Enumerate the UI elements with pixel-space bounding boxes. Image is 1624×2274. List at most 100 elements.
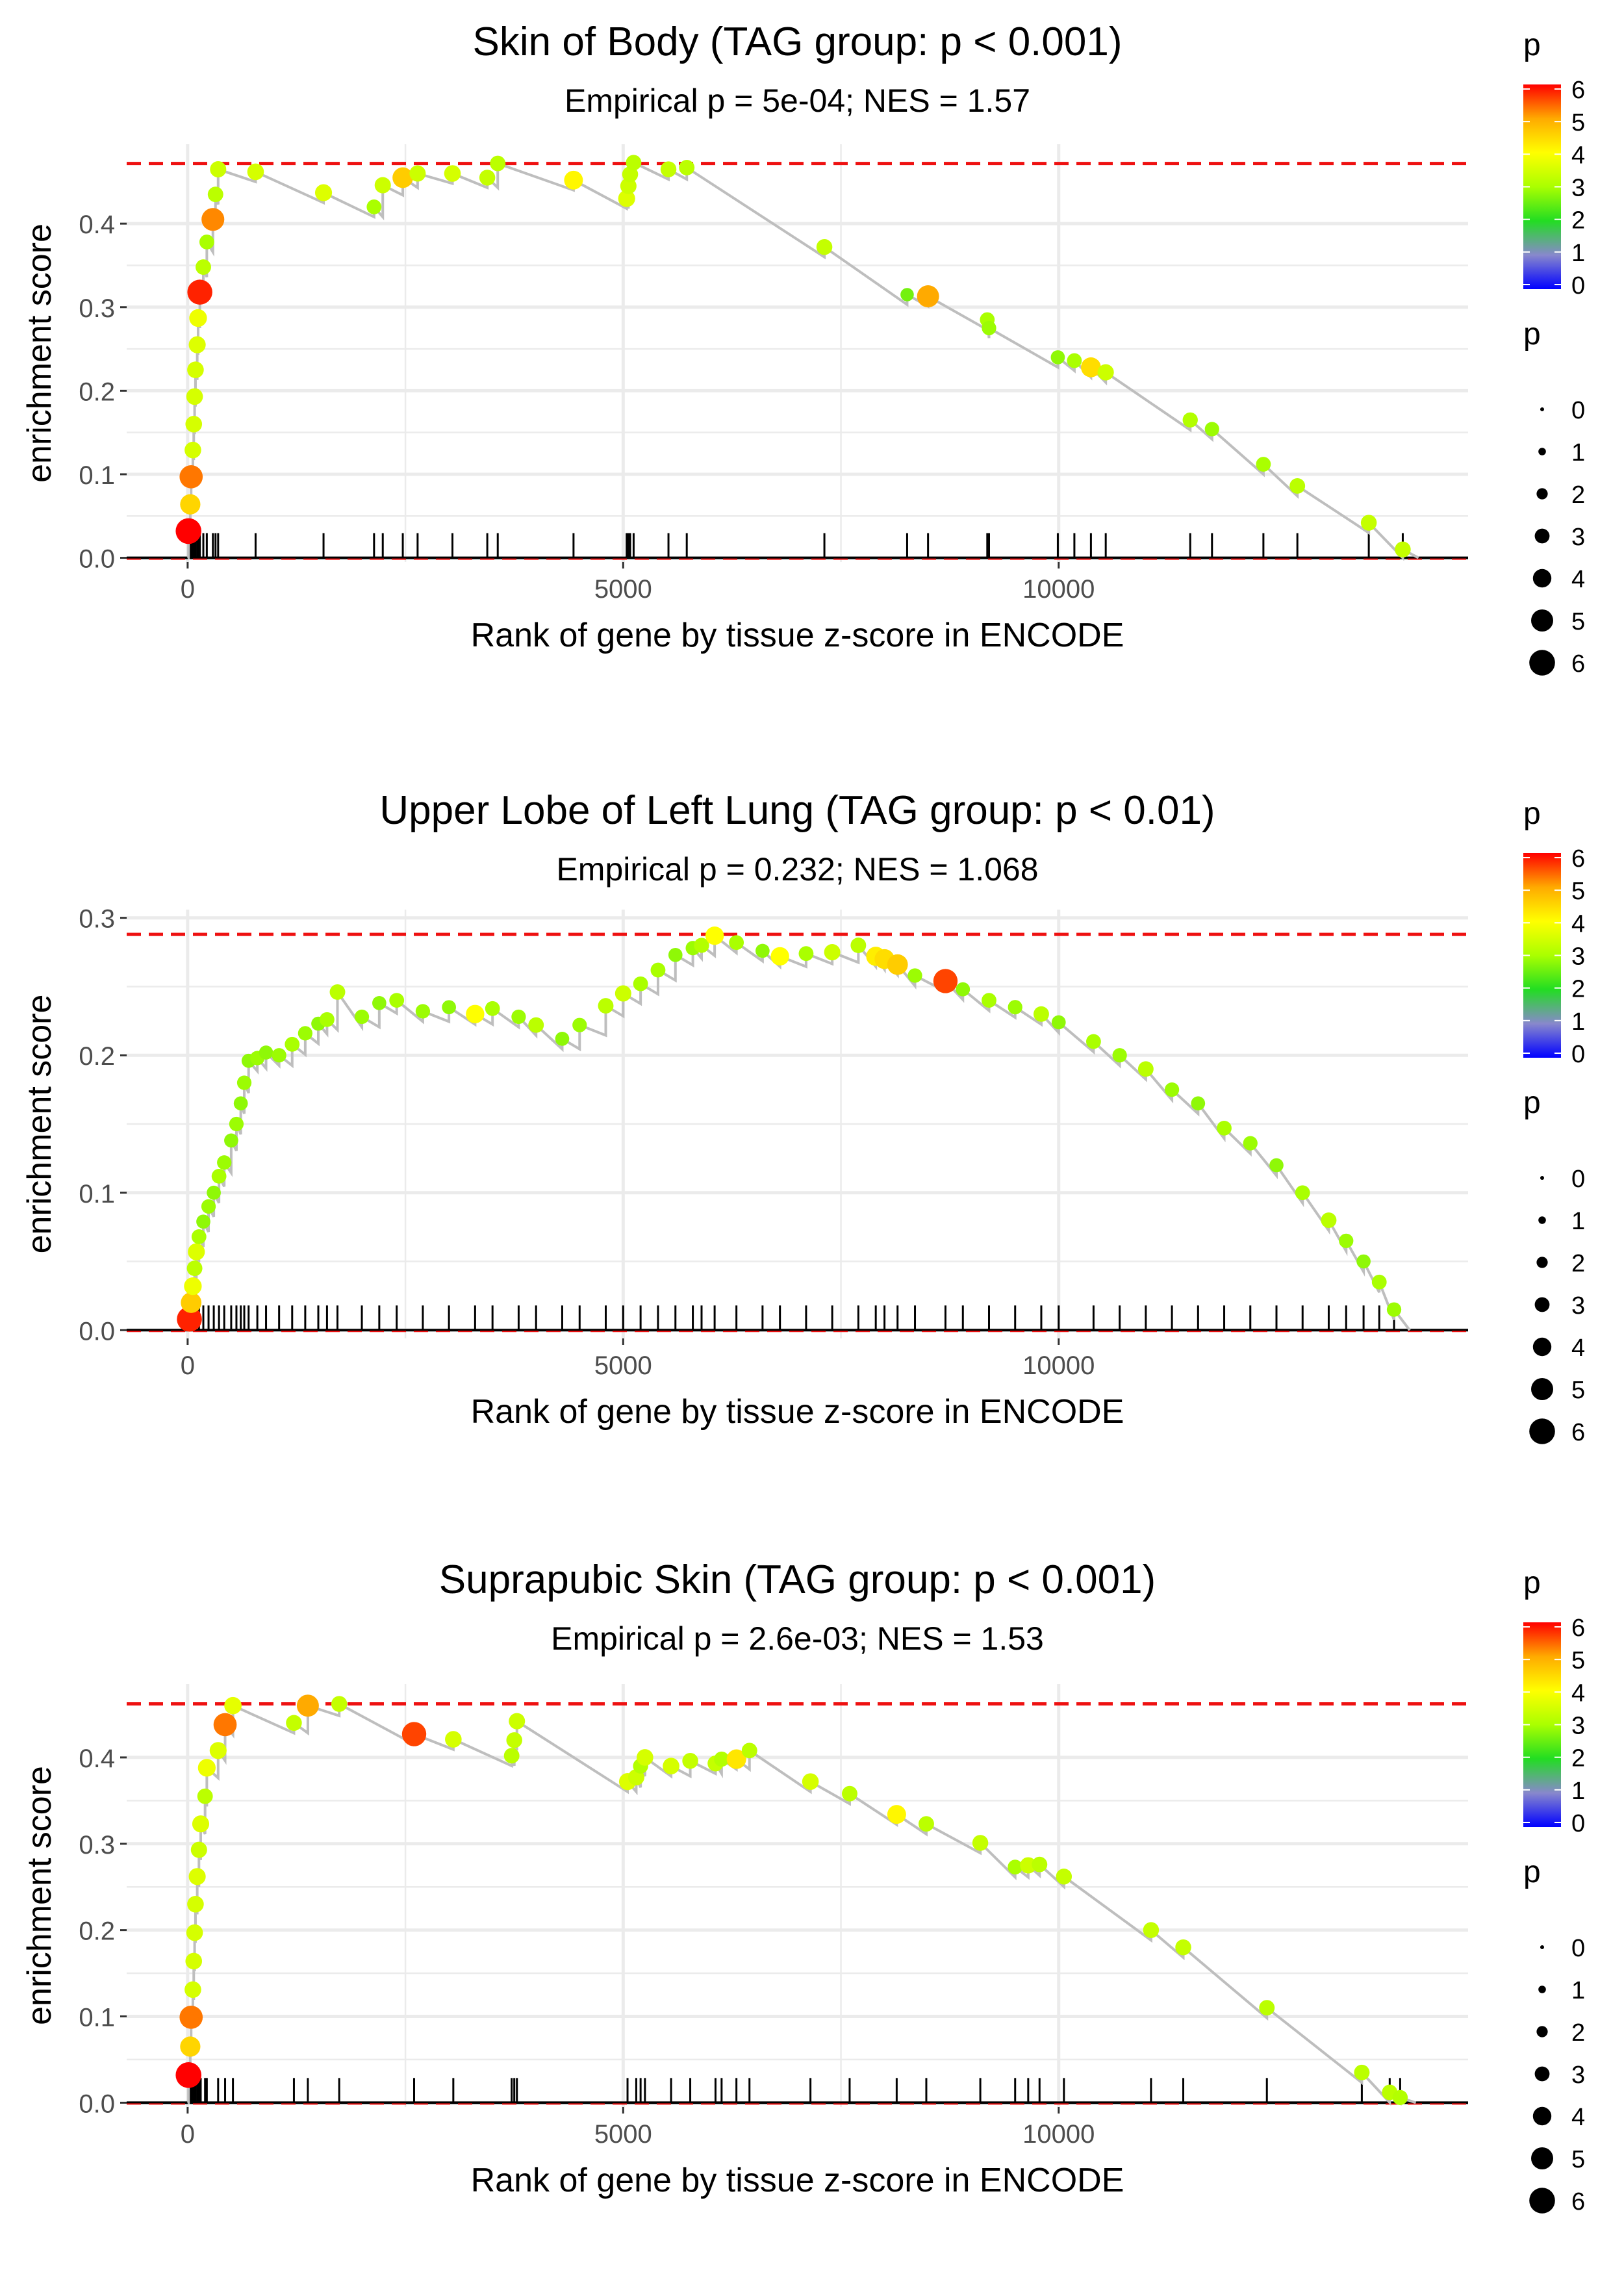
x-axis-title: Rank of gene by tissue z-score in ENCODE xyxy=(471,2162,1124,2199)
data-point xyxy=(296,1694,319,1717)
data-point xyxy=(1008,1000,1022,1015)
data-point xyxy=(1392,2089,1408,2106)
data-point xyxy=(918,1816,934,1832)
data-point xyxy=(229,1116,244,1132)
data-point xyxy=(1386,1302,1402,1317)
data-point xyxy=(509,1713,526,1730)
chart-panel-2: Upper Lobe of Left Lung (TAG group: p < … xyxy=(21,788,1585,1446)
data-point xyxy=(729,935,744,951)
data-point xyxy=(374,177,391,194)
data-point xyxy=(637,1749,653,1766)
data-point xyxy=(186,1924,203,1941)
data-point xyxy=(187,1895,204,1913)
size-legend-dot xyxy=(1536,488,1548,500)
data-point xyxy=(224,1133,238,1148)
data-point xyxy=(298,1026,313,1041)
data-point xyxy=(197,1788,213,1804)
data-point xyxy=(401,1722,427,1746)
data-points xyxy=(175,155,1411,557)
size-legend-label: 6 xyxy=(1571,1419,1585,1446)
data-point xyxy=(179,2005,203,2029)
data-point xyxy=(511,1009,526,1025)
color-bar-label: 2 xyxy=(1571,976,1585,1003)
data-point xyxy=(314,184,333,201)
color-bar-label: 0 xyxy=(1571,272,1585,300)
data-point xyxy=(798,946,814,962)
size-legend-label: 2 xyxy=(1571,481,1585,509)
data-point xyxy=(177,1307,202,1332)
color-bar-label: 0 xyxy=(1571,1810,1585,1837)
data-point xyxy=(615,985,631,1002)
data-point xyxy=(184,1981,201,1999)
x-tick-label: 0 xyxy=(181,575,195,604)
color-bar-label: 1 xyxy=(1571,1008,1585,1036)
color-bar-label: 2 xyxy=(1571,207,1585,235)
data-point xyxy=(207,1185,221,1200)
size-legend-dot xyxy=(1540,1945,1544,1949)
data-point xyxy=(188,1243,205,1260)
color-bar-label: 3 xyxy=(1571,1713,1585,1740)
data-point xyxy=(181,1292,202,1313)
size-legend-dot xyxy=(1538,448,1546,455)
y-tick-label: 0.1 xyxy=(79,2004,115,2032)
data-point xyxy=(192,1815,210,1833)
enrichment-curve xyxy=(187,1702,1417,2106)
data-point xyxy=(503,1748,520,1764)
y-tick-label: 0.0 xyxy=(79,1317,115,1346)
data-point xyxy=(442,1000,456,1015)
data-point xyxy=(490,155,506,172)
grid-lines xyxy=(127,144,1468,562)
data-point xyxy=(329,984,346,1000)
data-point xyxy=(196,1214,210,1229)
y-tick-label: 0.0 xyxy=(79,2089,115,2118)
data-point xyxy=(185,416,203,433)
legend: p 0 1 2 3 4 5 6 p 0 1 2 3 4 5 6 xyxy=(1523,797,1585,1446)
data-point xyxy=(528,1017,544,1033)
data-point xyxy=(1067,353,1082,368)
data-point xyxy=(824,944,841,961)
data-point xyxy=(366,199,382,214)
data-point xyxy=(679,160,695,175)
data-point xyxy=(1259,2000,1275,2016)
size-legend-label: 4 xyxy=(1571,566,1585,593)
data-point xyxy=(887,1805,906,1824)
data-point xyxy=(201,1199,216,1214)
data-point xyxy=(188,336,206,353)
data-point xyxy=(201,208,225,231)
color-bar-label: 4 xyxy=(1571,142,1585,169)
size-legend-dot xyxy=(1531,609,1553,632)
data-point xyxy=(770,947,789,966)
y-tick-label: 0.1 xyxy=(79,1180,115,1208)
data-point xyxy=(479,170,496,186)
size-legend-label: 5 xyxy=(1571,1377,1585,1404)
data-point xyxy=(1356,1254,1371,1269)
size-legend-dot xyxy=(1531,1378,1553,1400)
chart-subtitle: Empirical p = 0.232; NES = 1.068 xyxy=(556,851,1038,888)
size-legend-dot xyxy=(1532,2106,1552,2126)
data-point xyxy=(210,161,227,178)
data-point xyxy=(187,361,204,379)
size-legend-title: p xyxy=(1523,317,1541,351)
data-point xyxy=(466,1004,485,1023)
data-point xyxy=(1243,1136,1258,1151)
y-tick-label: 0.2 xyxy=(79,1042,115,1071)
enrichment-curve xyxy=(187,160,1419,561)
size-legend-dot xyxy=(1540,407,1544,411)
data-point xyxy=(682,1753,698,1769)
chart-title: Upper Lobe of Left Lung (TAG group: p < … xyxy=(379,788,1215,833)
data-point xyxy=(179,465,203,489)
data-point xyxy=(506,1732,522,1748)
data-point xyxy=(956,982,971,997)
data-point xyxy=(663,1757,679,1775)
x-axis-title: Rank of gene by tissue z-score in ENCODE xyxy=(471,617,1124,654)
data-point xyxy=(1321,1212,1337,1229)
data-point xyxy=(415,1004,431,1019)
data-point xyxy=(1097,364,1114,381)
data-point xyxy=(191,1229,207,1244)
data-point xyxy=(185,1952,203,1970)
data-point xyxy=(650,962,666,978)
color-legend-title: p xyxy=(1523,28,1541,62)
chart-panel-3: Suprapubic Skin (TAG group: p < 0.001) Em… xyxy=(21,1557,1585,2216)
data-point xyxy=(1204,422,1219,437)
size-legend-label: 3 xyxy=(1571,1292,1585,1320)
